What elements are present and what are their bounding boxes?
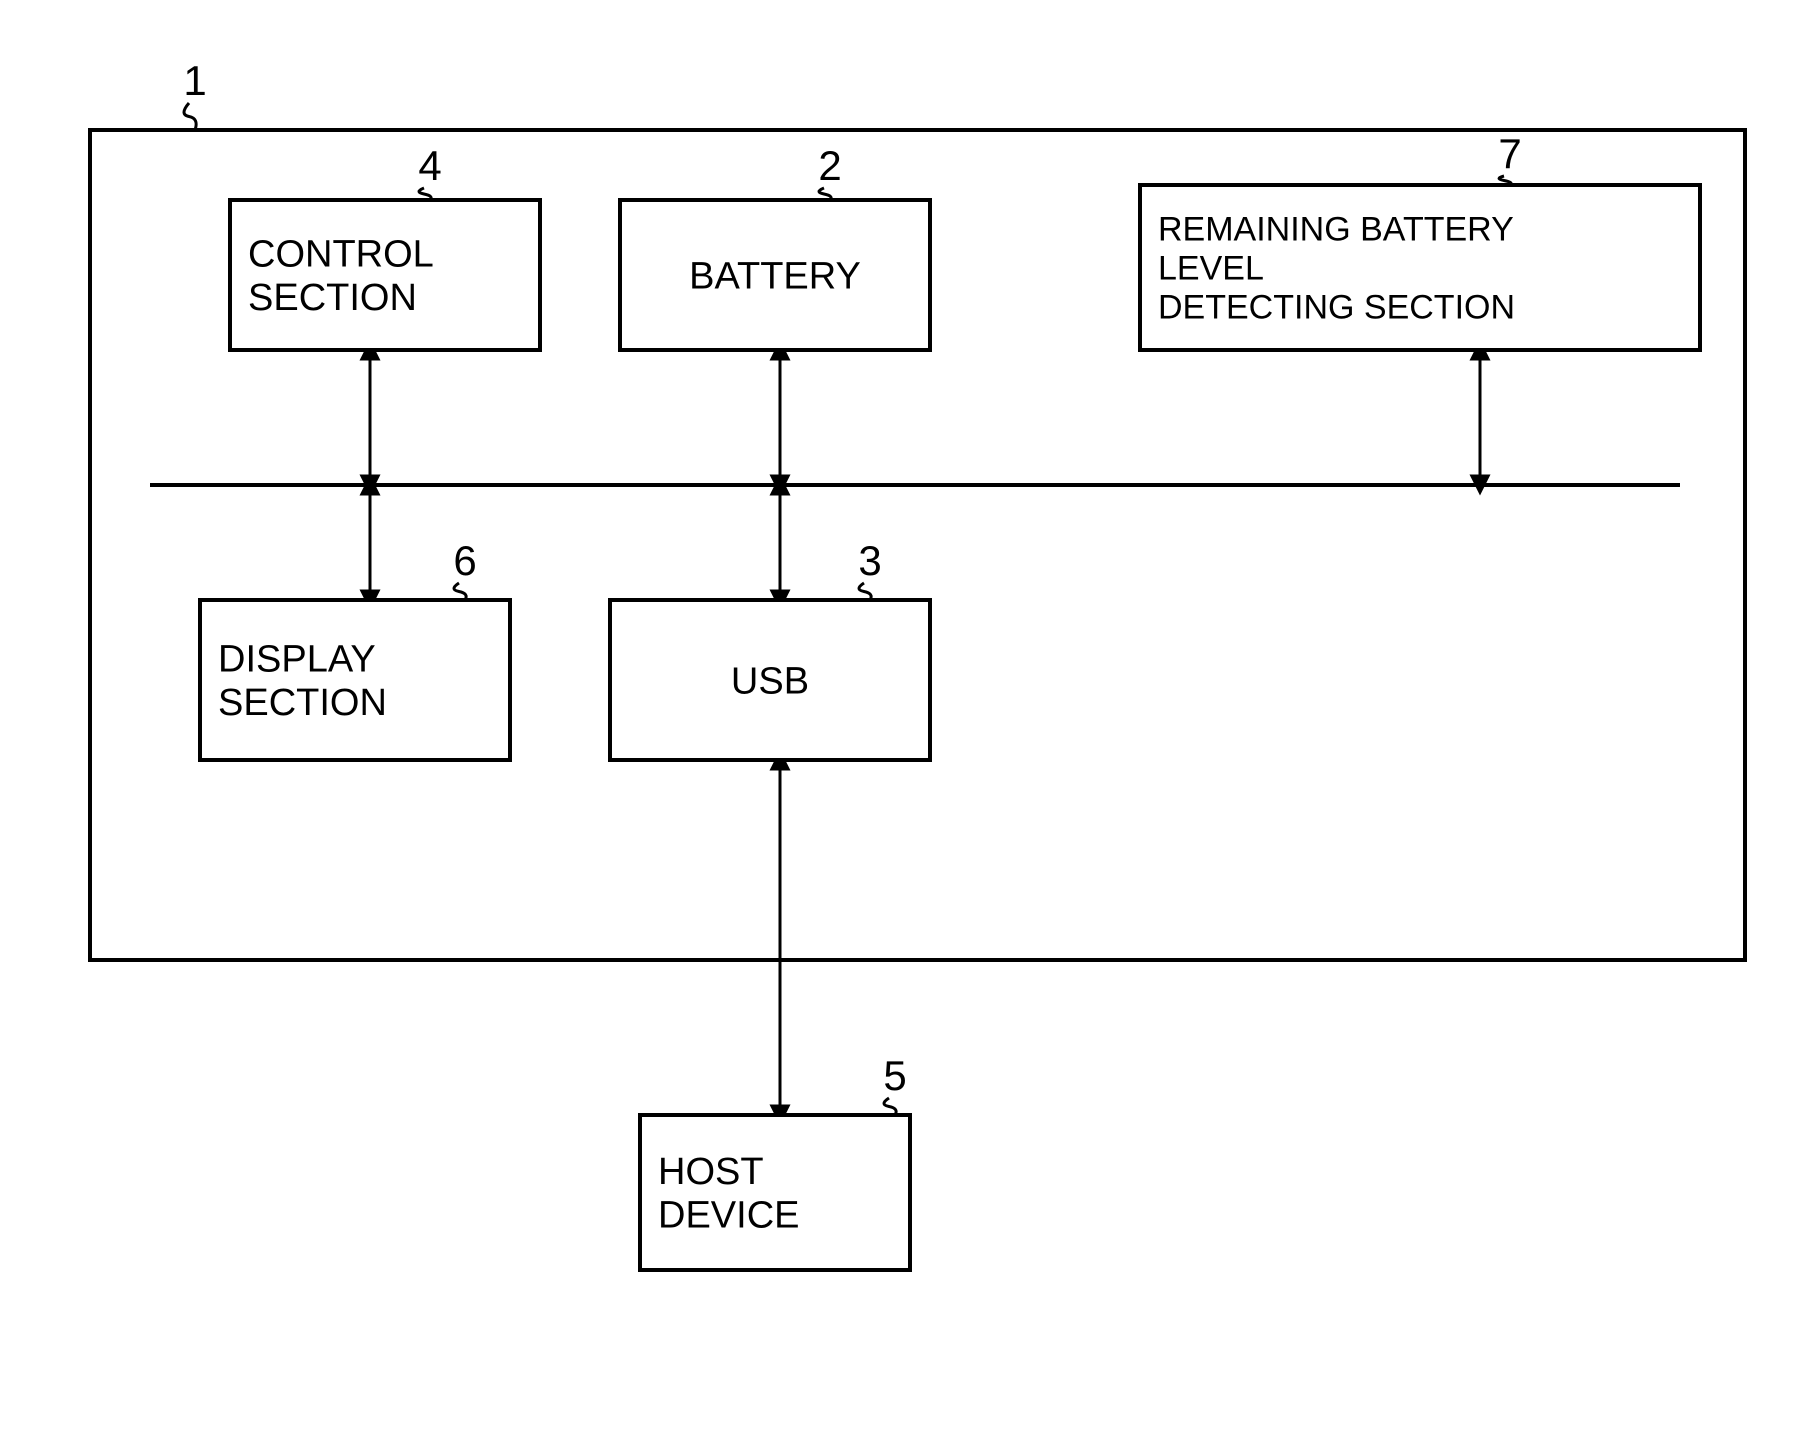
ref-lead-6 <box>454 583 466 600</box>
block-battery-label: BATTERY <box>689 255 861 297</box>
ref-number-5: 5 <box>883 1052 906 1099</box>
ref-number-4: 4 <box>418 142 441 189</box>
ref-number-6: 6 <box>453 537 476 584</box>
ref-lead-5 <box>884 1098 896 1115</box>
block-control-label: CONTROLSECTION <box>248 233 434 319</box>
block-usb-label: USB <box>731 660 809 702</box>
ref-number-2: 2 <box>818 142 841 189</box>
ref-number-7: 7 <box>1498 130 1521 177</box>
block-display-label: DISPLAYSECTION <box>218 638 387 724</box>
ref-number-3: 3 <box>858 537 881 584</box>
ref-lead-1 <box>184 103 196 130</box>
ref-lead-3 <box>859 583 871 600</box>
ref-number-1: 1 <box>183 57 206 104</box>
